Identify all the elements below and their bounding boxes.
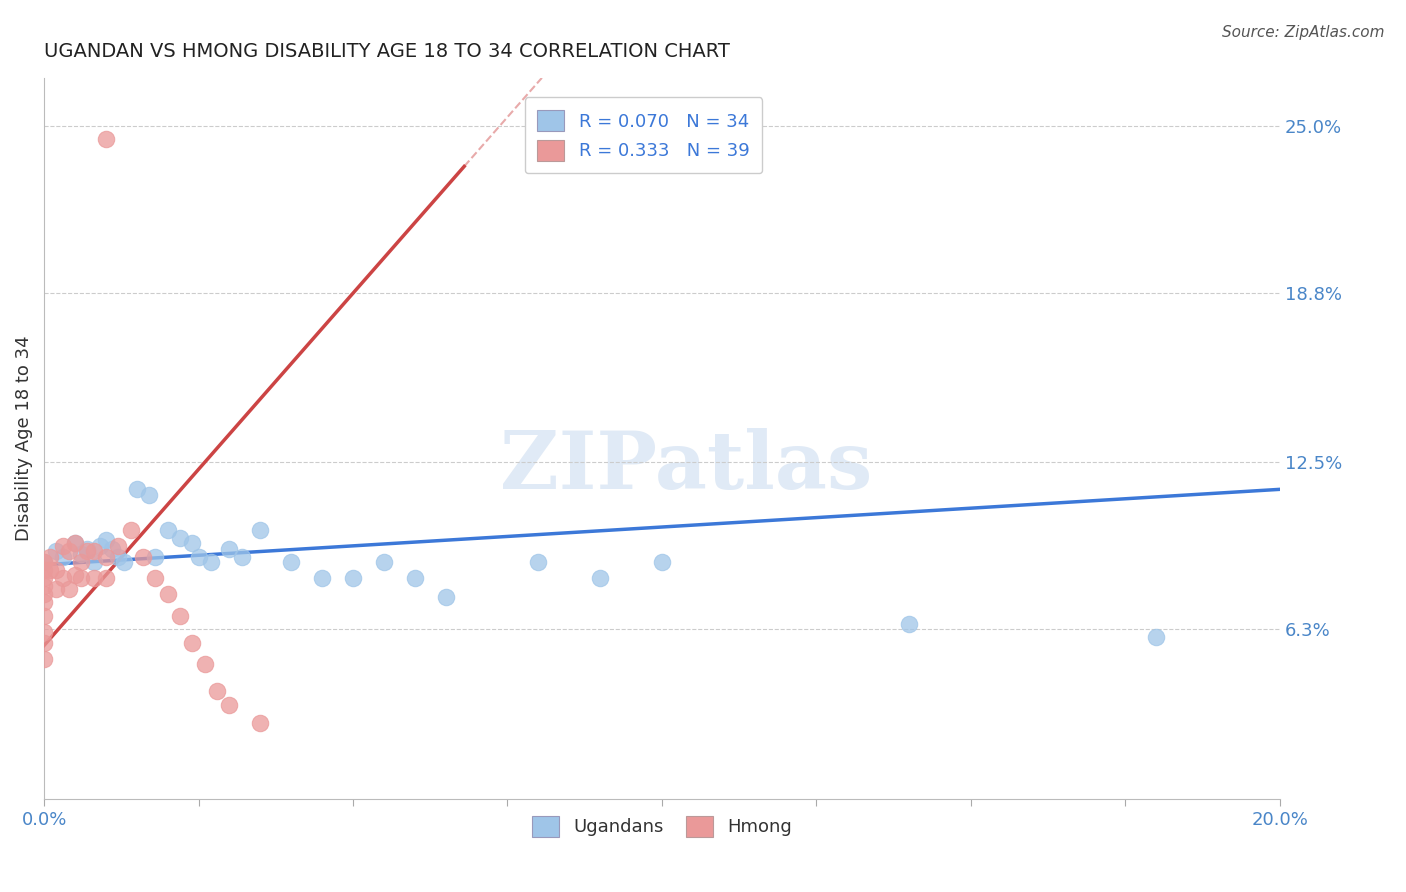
- Point: [112, 555, 135, 569]
- Point: [404, 571, 426, 585]
- Point: [181, 636, 204, 650]
- Point: [194, 657, 217, 672]
- Point: [200, 555, 222, 569]
- Point: [898, 616, 921, 631]
- Point: [70, 571, 93, 585]
- Point: [83, 544, 105, 558]
- Point: [83, 555, 105, 569]
- Point: [156, 587, 179, 601]
- Point: [132, 549, 155, 564]
- Point: [52, 549, 75, 564]
- Point: [107, 539, 129, 553]
- Point: [218, 541, 240, 556]
- Point: [589, 571, 612, 585]
- Point: [32, 555, 55, 569]
- Point: [32, 595, 55, 609]
- Y-axis label: Disability Age 18 to 34: Disability Age 18 to 34: [15, 335, 32, 541]
- Point: [76, 541, 98, 556]
- Point: [32, 579, 55, 593]
- Point: [52, 539, 75, 553]
- Point: [32, 636, 55, 650]
- Point: [70, 555, 93, 569]
- Point: [94, 571, 117, 585]
- Point: [107, 549, 129, 564]
- Point: [101, 541, 124, 556]
- Point: [63, 536, 86, 550]
- Point: [94, 132, 117, 146]
- Point: [342, 571, 364, 585]
- Point: [32, 571, 55, 585]
- Point: [169, 608, 191, 623]
- Text: ZIPatlas: ZIPatlas: [501, 428, 873, 506]
- Point: [187, 549, 209, 564]
- Point: [311, 571, 333, 585]
- Point: [32, 608, 55, 623]
- Point: [39, 549, 62, 564]
- Point: [32, 587, 55, 601]
- Point: [143, 571, 166, 585]
- Text: UGANDAN VS HMONG DISABILITY AGE 18 TO 34 CORRELATION CHART: UGANDAN VS HMONG DISABILITY AGE 18 TO 34…: [44, 42, 730, 61]
- Point: [32, 624, 55, 639]
- Point: [94, 533, 117, 548]
- Point: [39, 563, 62, 577]
- Point: [32, 652, 55, 666]
- Point: [120, 523, 142, 537]
- Point: [527, 555, 550, 569]
- Point: [58, 544, 80, 558]
- Point: [58, 582, 80, 596]
- Point: [63, 536, 86, 550]
- Point: [143, 549, 166, 564]
- Point: [434, 590, 457, 604]
- Point: [249, 523, 271, 537]
- Legend: Ugandans, Hmong: Ugandans, Hmong: [524, 809, 799, 844]
- Point: [651, 555, 673, 569]
- Point: [181, 536, 204, 550]
- Point: [32, 555, 55, 569]
- Point: [32, 563, 55, 577]
- Point: [218, 698, 240, 712]
- Point: [52, 571, 75, 585]
- Point: [156, 523, 179, 537]
- Text: Source: ZipAtlas.com: Source: ZipAtlas.com: [1222, 25, 1385, 40]
- Point: [63, 568, 86, 582]
- Point: [280, 555, 302, 569]
- Point: [125, 483, 148, 497]
- Point: [89, 539, 111, 553]
- Point: [169, 531, 191, 545]
- Point: [205, 684, 228, 698]
- Point: [1144, 631, 1167, 645]
- Point: [94, 549, 117, 564]
- Point: [231, 549, 253, 564]
- Point: [45, 563, 67, 577]
- Point: [138, 488, 160, 502]
- Point: [76, 544, 98, 558]
- Point: [373, 555, 395, 569]
- Point: [83, 571, 105, 585]
- Point: [45, 544, 67, 558]
- Point: [249, 716, 271, 731]
- Point: [70, 547, 93, 561]
- Point: [45, 582, 67, 596]
